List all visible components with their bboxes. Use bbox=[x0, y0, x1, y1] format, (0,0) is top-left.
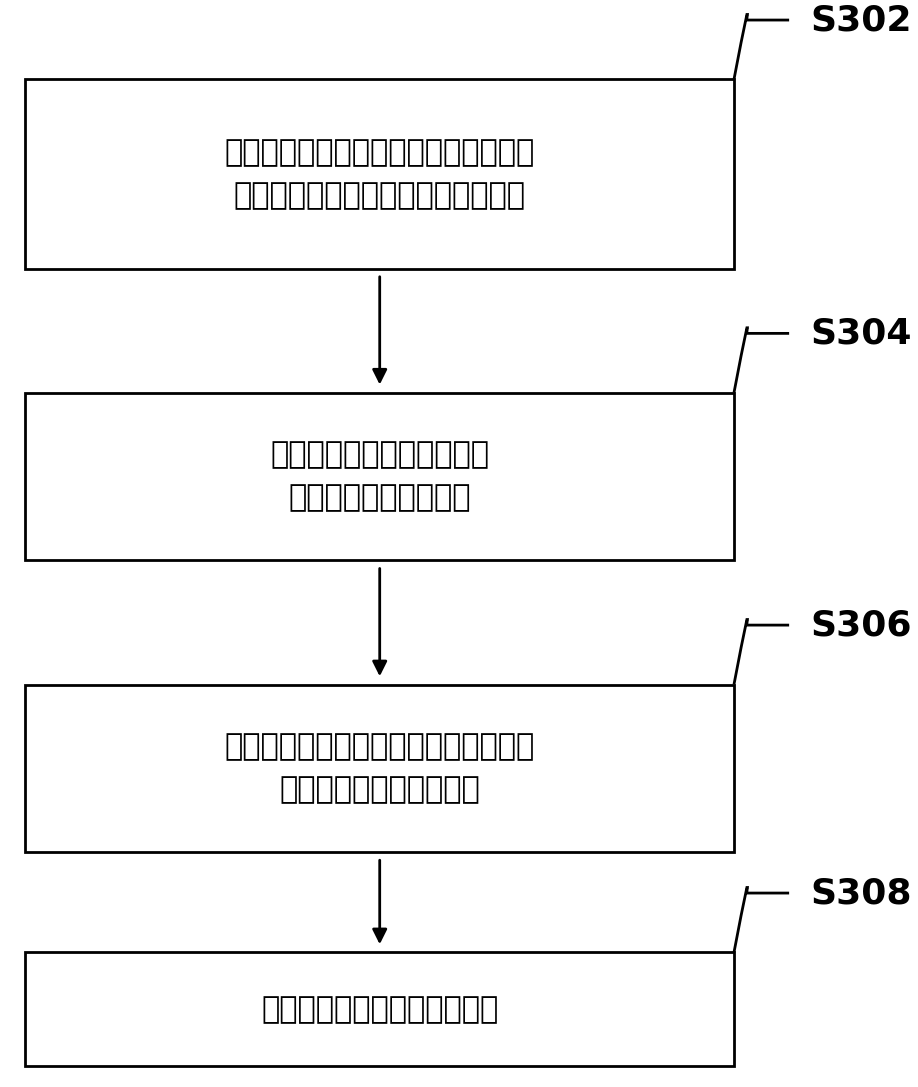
Text: S304: S304 bbox=[811, 316, 912, 350]
Text: 获取位于矢量控制区域中的
第二参考点的位移信息: 获取位于矢量控制区域中的 第二参考点的位移信息 bbox=[270, 440, 489, 512]
Text: S302: S302 bbox=[811, 3, 912, 37]
Text: S306: S306 bbox=[811, 608, 912, 642]
Bar bbox=[26, 392, 734, 560]
Bar bbox=[26, 952, 734, 1066]
Text: 生成包含标注信号的标识码和第二参考
点的位移信息的移动指令: 生成包含标注信号的标识码和第二参考 点的位移信息的移动指令 bbox=[225, 733, 535, 804]
Text: 获取远端显示界面中待移动的标注信号
的矢量控制区域和标注信号的标识码: 获取远端显示界面中待移动的标注信号 的矢量控制区域和标注信号的标识码 bbox=[225, 138, 535, 210]
Text: 将移动指令发送至本地控制端: 将移动指令发送至本地控制端 bbox=[261, 995, 498, 1024]
Bar bbox=[26, 685, 734, 852]
Text: S308: S308 bbox=[811, 876, 912, 910]
Bar bbox=[26, 79, 734, 268]
